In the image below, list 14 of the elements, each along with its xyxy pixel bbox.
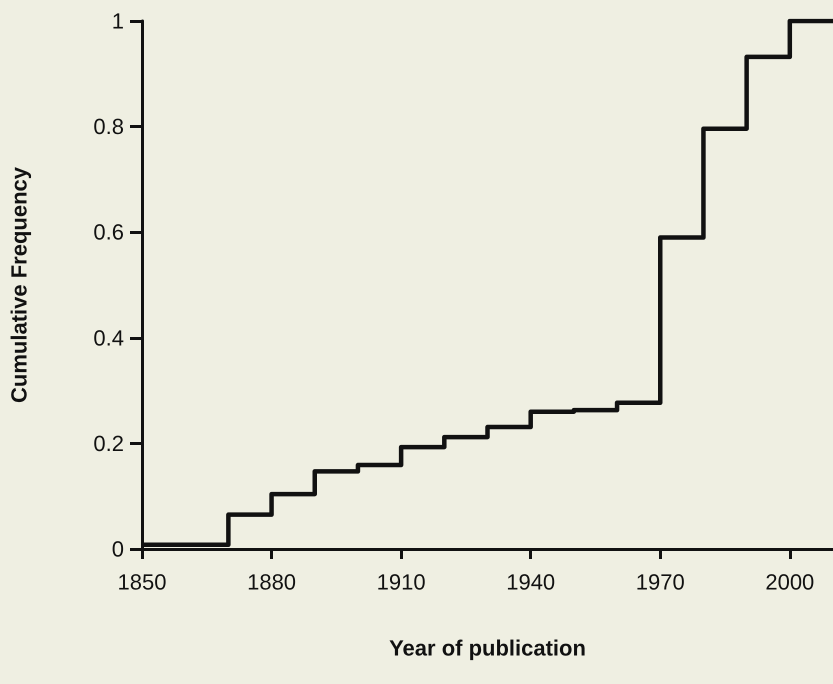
x-tick-label: 1850 xyxy=(118,570,166,594)
y-axis-title: Cumulative Frequency xyxy=(6,166,32,403)
x-tick-label: 2000 xyxy=(765,570,814,594)
y-tick-label: 0 xyxy=(112,536,124,562)
y-tick-label: 0.2 xyxy=(93,430,124,456)
x-tick-label: 1970 xyxy=(636,570,685,594)
y-tick-label: 1 xyxy=(112,8,124,34)
x-tick-label: 1910 xyxy=(376,570,426,594)
y-tick-label: 0.8 xyxy=(93,114,124,140)
y-tick-label: 0.6 xyxy=(93,220,124,245)
x-tick-label: 1880 xyxy=(247,570,296,594)
x-axis-title: Year of publication xyxy=(389,636,586,660)
y-tick-label: 0.4 xyxy=(93,325,124,350)
x-tick-label: 1940 xyxy=(506,570,556,594)
